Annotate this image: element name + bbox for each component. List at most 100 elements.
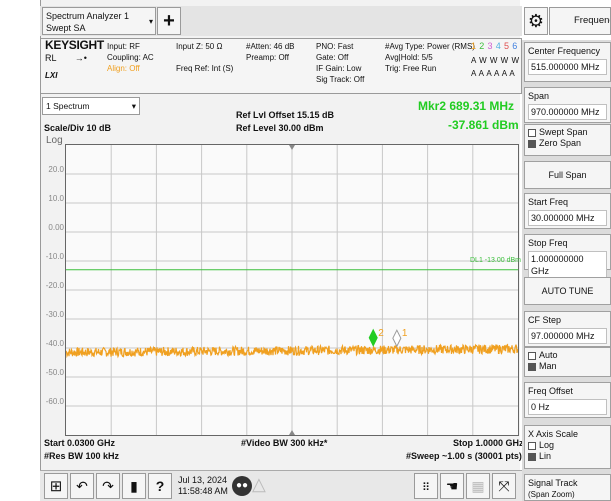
limit-line-label: DL1 -13.00 dBm bbox=[470, 257, 521, 264]
warning-icon: △ bbox=[252, 474, 266, 494]
zero-span-option[interactable]: Zero Span bbox=[528, 138, 607, 149]
settings-gear-button[interactable]: ⚙ bbox=[524, 7, 548, 35]
align-label: Align: Off bbox=[107, 64, 140, 73]
center-frequency-value[interactable]: 515.000000 MHz bbox=[528, 59, 607, 75]
log-indicator bbox=[528, 441, 536, 450]
man-option[interactable]: Man bbox=[528, 361, 607, 372]
file-button[interactable]: ▮ bbox=[122, 473, 146, 499]
auto-indicator bbox=[528, 351, 536, 360]
freq-offset-value[interactable]: 0 Hz bbox=[528, 399, 607, 415]
res-bw-readout: #Res BW 100 kHz bbox=[44, 451, 120, 461]
start-freq-button[interactable]: Start Freq 30.000000 MHz bbox=[524, 193, 611, 229]
center-frequency-button[interactable]: Center Frequency 515.000000 MHz bbox=[524, 42, 611, 82]
trace-selector[interactable]: 1 Spectrum ▾ bbox=[42, 97, 140, 115]
gate-label: Gate: Off bbox=[316, 53, 349, 62]
brand-logo: KEYSIGHT bbox=[45, 38, 104, 52]
zero-span-indicator bbox=[528, 139, 536, 148]
trace-num-6: 6 bbox=[512, 41, 518, 51]
marker-1-diamond bbox=[392, 329, 402, 348]
lin-scale-label: Lin bbox=[539, 451, 552, 461]
cf-step-value[interactable]: 97.000000 MHz bbox=[528, 328, 607, 344]
auto-tune-button[interactable]: AUTO TUNE bbox=[524, 277, 611, 305]
swept-span-option[interactable]: Swept Span bbox=[528, 127, 607, 138]
auto-option[interactable]: Auto bbox=[528, 350, 607, 361]
span-label: Span bbox=[528, 91, 550, 101]
start-freq-value[interactable]: 30.000000 MHz bbox=[528, 210, 607, 226]
chat-icon: ●● bbox=[235, 480, 249, 491]
freq-ref-label: Freq Ref: Int (S) bbox=[176, 64, 234, 73]
preamp-label: Preamp: Off bbox=[246, 53, 289, 62]
trace-num-3: 3 bbox=[487, 41, 493, 51]
y-tick-label: -30.0 bbox=[45, 310, 64, 319]
pno-label: PNO: Fast bbox=[316, 42, 354, 51]
trace-types: A W W W W W bbox=[471, 56, 531, 65]
y-tick-label: 0.00 bbox=[48, 223, 64, 232]
avg-type-label: #Avg Type: Power (RMS) bbox=[385, 42, 475, 51]
undo-button[interactable]: ↶ bbox=[70, 473, 94, 499]
coupling-label: Coupling: AC bbox=[107, 53, 154, 62]
marker-readout-freq: Mkr2 689.31 MHz bbox=[418, 99, 515, 113]
y-tick-label: -50.0 bbox=[45, 368, 64, 377]
chevron-down-icon: ▾ bbox=[131, 101, 136, 111]
time-label: 11:58:48 AM bbox=[178, 486, 228, 496]
window-title-dropdown[interactable]: Spectrum Analyzer 1 Swept SA ▾ bbox=[42, 7, 156, 35]
rl-label: RL bbox=[45, 53, 57, 63]
lin-option[interactable]: Lin bbox=[528, 451, 607, 462]
grid-icon: ▦ bbox=[471, 478, 485, 494]
keypad-button[interactable]: ⠿ bbox=[414, 473, 438, 499]
multi-window-button[interactable]: ▦ bbox=[466, 473, 490, 499]
span-value[interactable]: 970.000000 MHz bbox=[528, 104, 607, 120]
span-button[interactable]: Span 970.000000 MHz bbox=[524, 87, 611, 123]
help-icon: ? bbox=[155, 478, 165, 494]
scale-div-label: Scale/Div 10 dB bbox=[44, 123, 112, 133]
x-axis-scale-button[interactable]: X Axis Scale Log Lin bbox=[524, 425, 611, 469]
freq-offset-button[interactable]: Freq Offset 0 Hz bbox=[524, 382, 611, 418]
menu-title: Frequency bbox=[549, 7, 611, 35]
trace-num-5: 5 bbox=[504, 41, 510, 51]
trace-num-4: 4 bbox=[495, 41, 501, 51]
y-tick-label: 20.0 bbox=[48, 165, 64, 174]
add-screen-button[interactable]: + bbox=[157, 7, 181, 35]
stop-freq-readout: Stop 1.0000 GHz bbox=[453, 438, 524, 448]
redo-icon: ↷ bbox=[102, 478, 114, 494]
log-option[interactable]: Log bbox=[528, 440, 607, 451]
date-label: Jul 13, 2024 bbox=[178, 475, 228, 485]
trace-detectors: A A A A A A bbox=[471, 69, 516, 78]
avg-hold-label: Avg|Hold: 5/5 bbox=[385, 53, 433, 62]
fullscreen-button[interactable]: ⤧ bbox=[492, 473, 516, 499]
cf-step-mode-toggle[interactable]: Auto Man bbox=[524, 347, 611, 377]
man-indicator bbox=[528, 362, 536, 371]
cf-step-button[interactable]: CF Step 97.000000 MHz bbox=[524, 311, 611, 347]
lxi-logo: LXI bbox=[45, 71, 58, 80]
start-freq-readout: Start 0.0300 GHz bbox=[44, 438, 116, 448]
lin-indicator bbox=[528, 452, 536, 461]
datetime: Jul 13, 2024 11:58:48 AM bbox=[178, 475, 228, 497]
auto-label: Auto bbox=[539, 350, 558, 360]
signal-track-label: Signal Track bbox=[528, 478, 578, 488]
marker-readout-level: -37.861 dBm bbox=[448, 118, 519, 132]
help-button[interactable]: ? bbox=[148, 473, 172, 499]
marker-1-label: 1 bbox=[402, 328, 408, 339]
windows-start-button[interactable]: ⊞ bbox=[44, 473, 68, 499]
cf-step-label: CF Step bbox=[528, 315, 562, 325]
redo-button[interactable]: ↷ bbox=[96, 473, 120, 499]
signal-track-button[interactable]: Signal Track (Span Zoom) bbox=[524, 474, 611, 501]
touch-button[interactable]: ☚ bbox=[440, 473, 464, 499]
settings-panel[interactable]: KEYSIGHT RL →• LXI Input: RF Coupling: A… bbox=[40, 38, 530, 94]
spectrum-trace bbox=[66, 343, 518, 359]
freq-offset-label: Freq Offset bbox=[528, 386, 573, 396]
message-button[interactable]: ●● bbox=[232, 476, 252, 496]
center-frequency-label: Center Frequency bbox=[528, 46, 601, 56]
full-span-button[interactable]: Full Span bbox=[524, 161, 611, 189]
stop-freq-button[interactable]: Stop Freq 1.000000000 GHz bbox=[524, 234, 611, 279]
marker-2-label: 2 bbox=[378, 328, 384, 339]
stop-freq-value[interactable]: 1.000000000 GHz bbox=[528, 251, 607, 279]
span-zoom-label: (Span Zoom) bbox=[528, 490, 575, 499]
log-label: Log bbox=[46, 135, 63, 146]
video-bw-readout: #Video BW 300 kHz* bbox=[241, 438, 328, 448]
marker-2-diamond bbox=[368, 328, 378, 347]
y-tick-label: 10.0 bbox=[48, 194, 64, 203]
span-mode-toggle[interactable]: Swept Span Zero Span bbox=[524, 124, 611, 156]
man-label: Man bbox=[539, 361, 557, 371]
